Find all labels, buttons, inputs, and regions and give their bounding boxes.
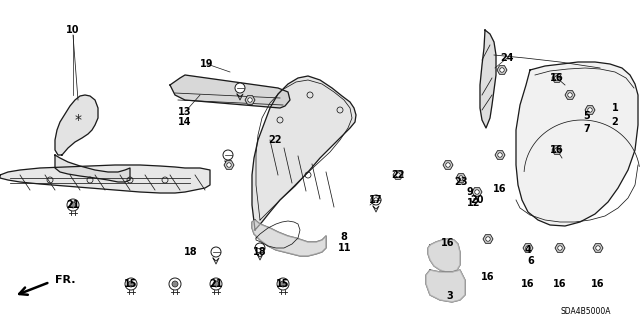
Text: 18: 18: [253, 247, 267, 257]
Text: 12: 12: [467, 198, 481, 208]
Circle shape: [500, 68, 504, 72]
Circle shape: [396, 173, 400, 177]
Circle shape: [280, 281, 286, 287]
Text: 3: 3: [447, 291, 453, 301]
Text: 24: 24: [500, 53, 514, 63]
Polygon shape: [497, 66, 507, 74]
Polygon shape: [456, 174, 466, 182]
Text: 16: 16: [550, 73, 564, 83]
Polygon shape: [472, 188, 482, 196]
Polygon shape: [371, 196, 381, 204]
Circle shape: [555, 148, 559, 152]
Polygon shape: [585, 106, 595, 114]
Circle shape: [498, 153, 502, 157]
Text: 23: 23: [454, 177, 468, 187]
Polygon shape: [552, 74, 562, 82]
Circle shape: [227, 163, 231, 167]
Circle shape: [172, 281, 178, 287]
Text: 1: 1: [612, 103, 618, 113]
Text: 6: 6: [527, 256, 534, 266]
Polygon shape: [483, 235, 493, 243]
Text: 16: 16: [481, 272, 495, 282]
Text: 16: 16: [553, 279, 567, 289]
Circle shape: [557, 246, 563, 250]
Circle shape: [486, 237, 490, 241]
Text: SDA4B5000A: SDA4B5000A: [561, 308, 611, 316]
Circle shape: [213, 281, 219, 287]
Circle shape: [568, 93, 572, 97]
Polygon shape: [252, 76, 356, 230]
Polygon shape: [170, 75, 290, 108]
Circle shape: [128, 281, 134, 287]
Polygon shape: [565, 91, 575, 99]
Text: 10: 10: [67, 25, 80, 35]
Polygon shape: [393, 171, 403, 179]
Text: 16: 16: [521, 279, 535, 289]
Text: 15: 15: [276, 279, 290, 289]
Polygon shape: [555, 244, 565, 252]
Polygon shape: [252, 220, 326, 256]
Circle shape: [475, 190, 479, 194]
Text: 16: 16: [441, 238, 455, 248]
Circle shape: [525, 246, 531, 250]
Text: 16: 16: [493, 184, 507, 194]
Text: 13: 13: [179, 107, 192, 117]
Circle shape: [125, 278, 137, 290]
Text: 21: 21: [209, 279, 223, 289]
Circle shape: [588, 108, 592, 112]
Circle shape: [70, 202, 76, 208]
Text: 14: 14: [179, 117, 192, 127]
Circle shape: [445, 163, 451, 167]
Text: 9: 9: [467, 187, 474, 197]
Text: 8: 8: [340, 232, 348, 242]
Text: 4: 4: [525, 245, 531, 255]
Circle shape: [255, 243, 265, 253]
Text: 16: 16: [591, 279, 605, 289]
Circle shape: [459, 176, 463, 180]
Text: 20: 20: [470, 195, 484, 205]
Circle shape: [248, 98, 252, 102]
Polygon shape: [0, 165, 210, 193]
Polygon shape: [443, 161, 453, 169]
Circle shape: [223, 150, 233, 160]
Text: 16: 16: [550, 145, 564, 155]
Polygon shape: [552, 146, 562, 154]
Text: *: *: [74, 113, 81, 127]
Text: 5: 5: [584, 111, 590, 121]
Text: 18: 18: [184, 247, 198, 257]
Circle shape: [210, 278, 222, 290]
Circle shape: [555, 76, 559, 80]
Circle shape: [67, 199, 79, 211]
Circle shape: [211, 247, 221, 257]
Polygon shape: [426, 270, 465, 302]
Polygon shape: [480, 30, 496, 128]
Circle shape: [374, 198, 378, 202]
Polygon shape: [593, 244, 603, 252]
Polygon shape: [523, 244, 533, 252]
Circle shape: [371, 195, 381, 205]
Polygon shape: [55, 155, 130, 182]
Polygon shape: [245, 96, 255, 104]
Text: 22: 22: [268, 135, 282, 145]
Polygon shape: [428, 239, 460, 272]
Circle shape: [235, 83, 245, 93]
Circle shape: [596, 246, 600, 250]
Text: 11: 11: [339, 243, 352, 253]
Circle shape: [277, 278, 289, 290]
Polygon shape: [224, 161, 234, 169]
Polygon shape: [55, 95, 98, 155]
Text: 2: 2: [612, 117, 618, 127]
Polygon shape: [516, 62, 638, 226]
Text: 7: 7: [584, 124, 590, 134]
Text: 19: 19: [200, 59, 214, 69]
Text: 22: 22: [391, 170, 404, 180]
Circle shape: [169, 278, 181, 290]
Text: 17: 17: [369, 195, 383, 205]
Text: 15: 15: [124, 279, 138, 289]
Text: FR.: FR.: [55, 275, 76, 285]
Text: 21: 21: [67, 200, 80, 210]
Polygon shape: [495, 151, 505, 159]
